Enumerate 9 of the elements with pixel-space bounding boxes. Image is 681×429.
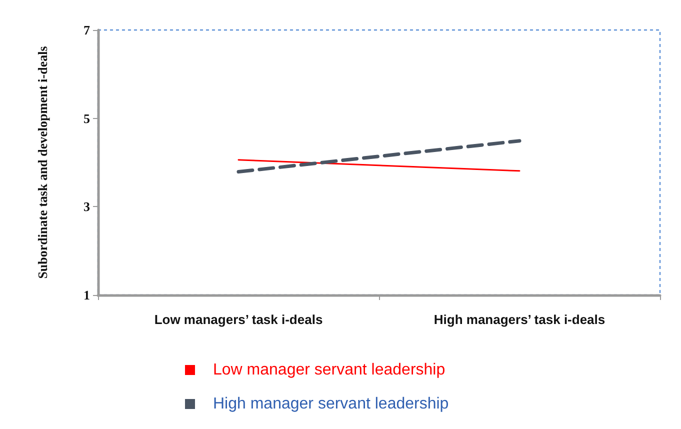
x-tick-label: Low managers’ task i-deals [154,312,323,327]
y-tick-label: 5 [84,110,90,126]
y-tick-label: 7 [84,22,90,38]
y-axis-title: Subordinate task and development i-deals [35,46,50,279]
y-tick-label: 3 [84,199,90,214]
x-tick-label: High managers’ task i-deals [434,312,606,327]
legend-label: Low manager servant leadership [213,362,446,378]
y-tick-label: 1 [84,288,90,302]
legend-label: High manager servant leadership [213,396,449,412]
